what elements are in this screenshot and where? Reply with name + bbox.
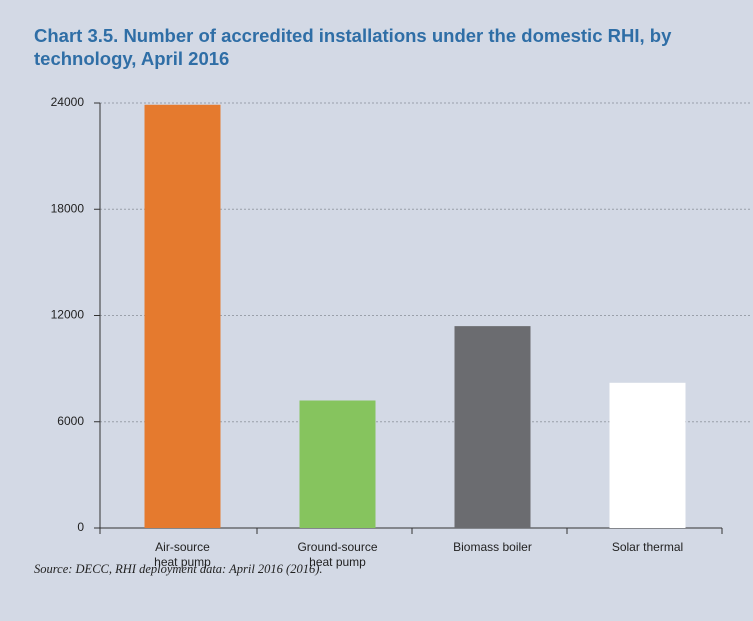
source-note: Source: DECC, RHI deployment data: April… [34, 562, 323, 576]
chart-title: Chart 3.5. Number of accredited installa… [34, 25, 672, 69]
y-tick-label: 24000 [51, 95, 85, 109]
bar [299, 400, 376, 528]
y-tick-label: 12000 [51, 308, 85, 322]
x-tick-label: Solar thermal [611, 540, 684, 554]
x-tick-label: Ground-source heat pump [297, 540, 378, 569]
bar [454, 326, 531, 528]
y-tick-label: 6000 [57, 414, 84, 428]
x-tick-label: Biomass boiler [453, 540, 532, 554]
bar [609, 382, 686, 528]
y-tick-label: 0 [77, 520, 84, 534]
bar [144, 104, 221, 528]
x-tick-label: Air-source heat pump [154, 540, 211, 569]
y-tick-label: 18000 [51, 201, 85, 215]
